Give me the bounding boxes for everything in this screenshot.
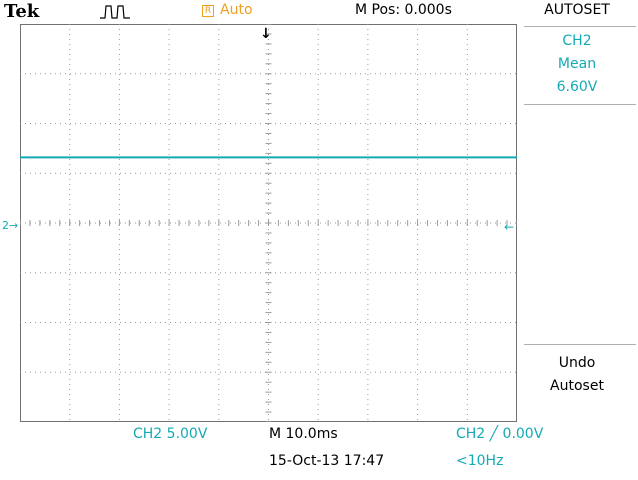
trigger-pulse-icon <box>100 5 130 19</box>
run-status-icon: R <box>202 5 214 17</box>
datetime-readout: 15-Oct-13 17:47 <box>269 453 385 469</box>
menu-separator <box>524 104 636 105</box>
trigger-position-marker: ↓ <box>260 26 272 42</box>
graticule <box>20 24 517 422</box>
trigger-readout: CH2 ╱ 0.00V <box>456 426 544 442</box>
undo-autoset-button[interactable]: Undo Autoset <box>520 352 634 422</box>
menu-title: AUTOSET <box>544 2 610 18</box>
measurement-value: 6.60V <box>556 79 598 95</box>
frequency-readout: <10Hz <box>456 453 504 469</box>
horizontal-position-readout: M Pos: 0.000s <box>355 2 452 18</box>
brand-logo: Tek <box>4 1 40 22</box>
measurement-type: Mean <box>557 56 597 72</box>
channel2-ground-marker: 2→ <box>2 219 19 232</box>
trigger-level-marker: ← <box>504 220 515 234</box>
channel-scale-readout: CH2 5.00V <box>133 426 208 442</box>
menu-separator <box>524 26 636 27</box>
timebase-readout: M 10.0ms <box>269 426 338 442</box>
undo-label-line1: Undo <box>558 355 596 371</box>
waveform-display <box>20 24 517 422</box>
measurement-channel: CH2 <box>562 33 592 49</box>
menu-separator <box>524 344 636 345</box>
measurement-button[interactable]: CH2 Mean 6.60V <box>520 30 634 100</box>
undo-label-line2: Autoset <box>550 378 604 394</box>
side-menu: AUTOSET CH2 Mean 6.60V Undo Autoset <box>520 0 638 422</box>
run-mode-label: Auto <box>220 2 253 18</box>
